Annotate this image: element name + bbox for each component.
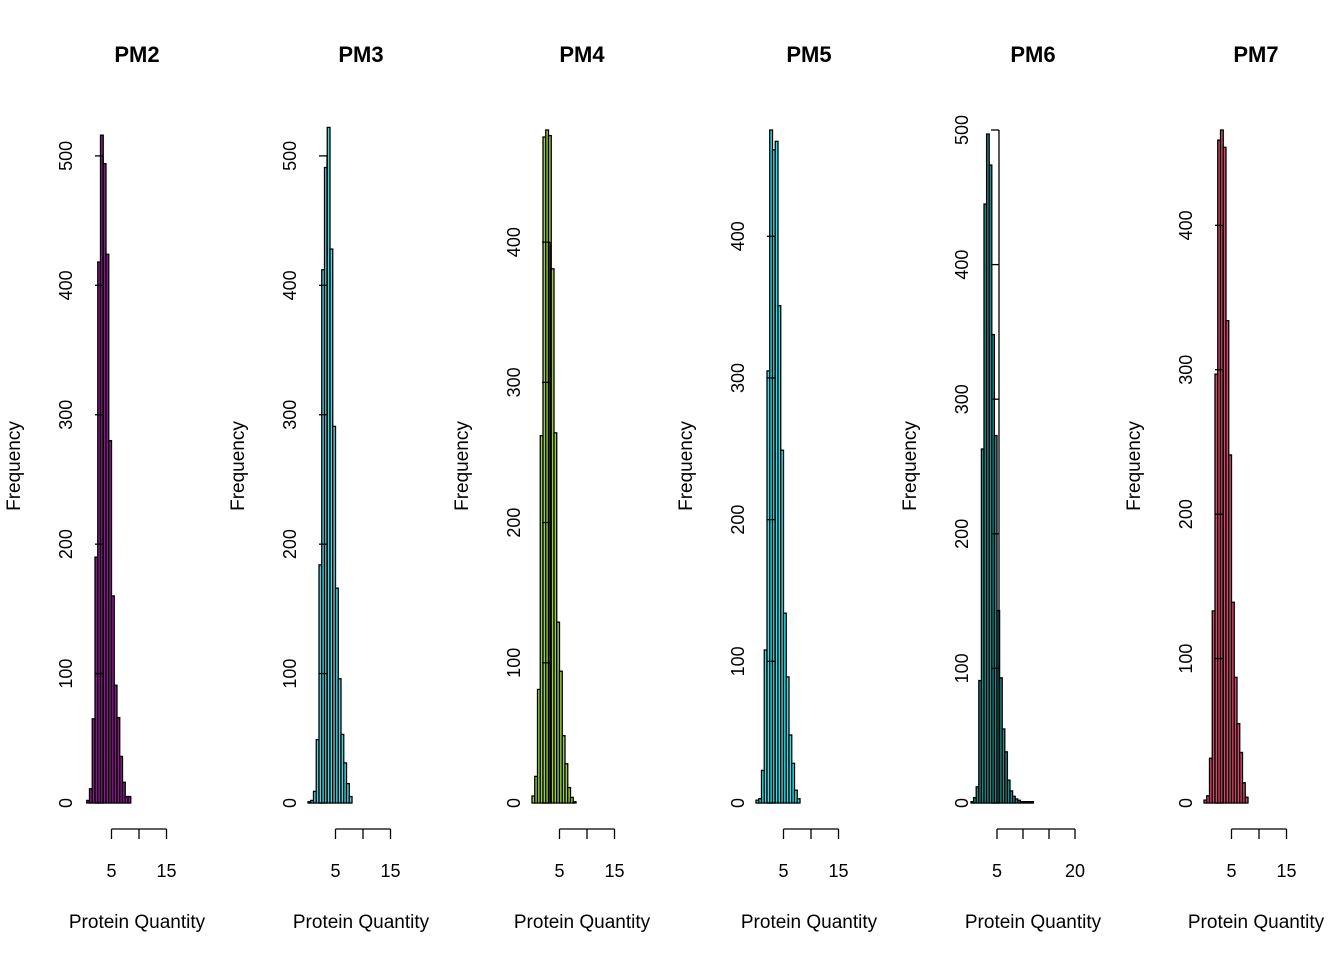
panel-pm5: PM5 Frequency Protein Quantity 0 100 200 300 40… bbox=[676, 42, 878, 933]
panel-pm4: PM4 Frequency Protein Quantity 0 100 200 300 40… bbox=[452, 42, 651, 933]
y-axis-label: Frequency bbox=[4, 421, 25, 511]
histogram-bar bbox=[1030, 801, 1035, 804]
histogram-bar bbox=[569, 796, 574, 804]
y-tick-label: 400 bbox=[952, 250, 972, 280]
x-tick-label: 5 bbox=[992, 861, 1002, 881]
x-tick-label: 15 bbox=[1276, 861, 1296, 881]
y-tick-label: 100 bbox=[1176, 644, 1196, 674]
histogram-bar bbox=[121, 781, 126, 804]
panel-title: PM5 bbox=[786, 42, 831, 67]
x-axis-label: Protein Quantity bbox=[293, 912, 430, 933]
panel-pm6: PM6 Frequency Protein Quantity 0 100 200 300 40… bbox=[900, 42, 1102, 933]
x-tick-label: 5 bbox=[1226, 861, 1236, 881]
panel-title: PM2 bbox=[114, 42, 159, 67]
histogram-bar bbox=[553, 432, 558, 804]
panel-title: PM4 bbox=[559, 42, 605, 67]
y-tick-label: 0 bbox=[728, 798, 748, 808]
x-tick-label: 15 bbox=[828, 861, 848, 881]
histogram-bar bbox=[791, 762, 796, 804]
x-tick-label: 15 bbox=[156, 861, 176, 881]
y-tick-label: 300 bbox=[504, 367, 524, 397]
histogram-bar bbox=[127, 795, 132, 804]
y-tick-label: 0 bbox=[280, 798, 300, 808]
y-tick-label: 300 bbox=[728, 363, 748, 393]
y-tick-label: 300 bbox=[280, 400, 300, 430]
y-tick-label: 100 bbox=[504, 648, 524, 678]
y-axis-label: Frequency bbox=[452, 421, 473, 511]
y-tick-label: 300 bbox=[952, 384, 972, 414]
histogram-bar bbox=[572, 800, 577, 804]
y-tick-label: 400 bbox=[728, 221, 748, 251]
y-tick-label: 400 bbox=[1176, 210, 1196, 240]
histogram-bar bbox=[564, 763, 569, 804]
histogram-bar bbox=[348, 795, 353, 804]
y-tick-label: 300 bbox=[1176, 355, 1196, 385]
y-tick-label: 200 bbox=[56, 529, 76, 559]
histogram-bar bbox=[567, 786, 572, 804]
histogram-bar bbox=[345, 782, 350, 804]
y-tick-label: 300 bbox=[56, 400, 76, 430]
y-tick-label: 100 bbox=[280, 659, 300, 689]
histogram-bar bbox=[796, 798, 801, 804]
y-tick-label: 400 bbox=[280, 270, 300, 300]
y-axis-label: Frequency bbox=[1124, 421, 1145, 511]
y-tick-label: 0 bbox=[952, 798, 972, 808]
panel-pm3: PM3 Frequency Protein Quantity 0 100 200 300 40… bbox=[228, 42, 430, 933]
y-axis-label: Frequency bbox=[676, 421, 697, 511]
y-axis-label: Frequency bbox=[900, 421, 921, 511]
y-tick-label: 200 bbox=[728, 505, 748, 535]
y-tick-label: 500 bbox=[280, 141, 300, 171]
panel-title: PM7 bbox=[1233, 42, 1278, 67]
panel-pm2: PM2 Frequency Protein Quantity 0 100 200 300 40… bbox=[4, 42, 206, 933]
histogram-bar bbox=[1244, 796, 1249, 804]
x-axis-label: Protein Quantity bbox=[514, 912, 651, 933]
x-tick-label: 15 bbox=[380, 861, 400, 881]
y-tick-label: 500 bbox=[952, 115, 972, 145]
x-tick-label: 15 bbox=[604, 861, 624, 881]
y-axis-label: Frequency bbox=[228, 421, 249, 511]
panel-title: PM6 bbox=[1010, 42, 1055, 67]
x-axis-label: Protein Quantity bbox=[1188, 912, 1325, 933]
y-tick-label: 100 bbox=[56, 659, 76, 689]
y-tick-label: 200 bbox=[504, 508, 524, 538]
x-tick-label: 20 bbox=[1065, 861, 1085, 881]
histogram-bar bbox=[1241, 782, 1246, 804]
histogram-bar bbox=[119, 755, 124, 804]
x-tick-label: 5 bbox=[106, 861, 116, 881]
x-axis-label: Protein Quantity bbox=[69, 912, 206, 933]
histogram-bar bbox=[793, 789, 798, 804]
panel-pm7: PM7 Frequency Protein Quantity 0 100 200 300 40… bbox=[1124, 42, 1325, 933]
histogram-bar bbox=[1239, 751, 1244, 804]
y-tick-label: 200 bbox=[952, 519, 972, 549]
x-axis-label: Protein Quantity bbox=[741, 912, 878, 933]
x-tick-label: 5 bbox=[778, 861, 788, 881]
y-tick-label: 400 bbox=[56, 270, 76, 300]
y-tick-label: 400 bbox=[504, 227, 524, 257]
histogram-bar bbox=[1004, 751, 1009, 804]
panel-title: PM3 bbox=[338, 42, 383, 67]
y-tick-label: 100 bbox=[952, 653, 972, 683]
y-tick-label: 0 bbox=[504, 798, 524, 808]
y-tick-label: 0 bbox=[1176, 798, 1196, 808]
y-tick-label: 100 bbox=[728, 646, 748, 676]
x-tick-label: 5 bbox=[330, 861, 340, 881]
y-tick-label: 0 bbox=[56, 798, 76, 808]
x-tick-label: 5 bbox=[554, 861, 564, 881]
x-axis-label: Protein Quantity bbox=[965, 912, 1102, 933]
y-tick-label: 500 bbox=[56, 141, 76, 171]
y-tick-label: 200 bbox=[280, 529, 300, 559]
y-tick-label: 200 bbox=[1176, 499, 1196, 529]
